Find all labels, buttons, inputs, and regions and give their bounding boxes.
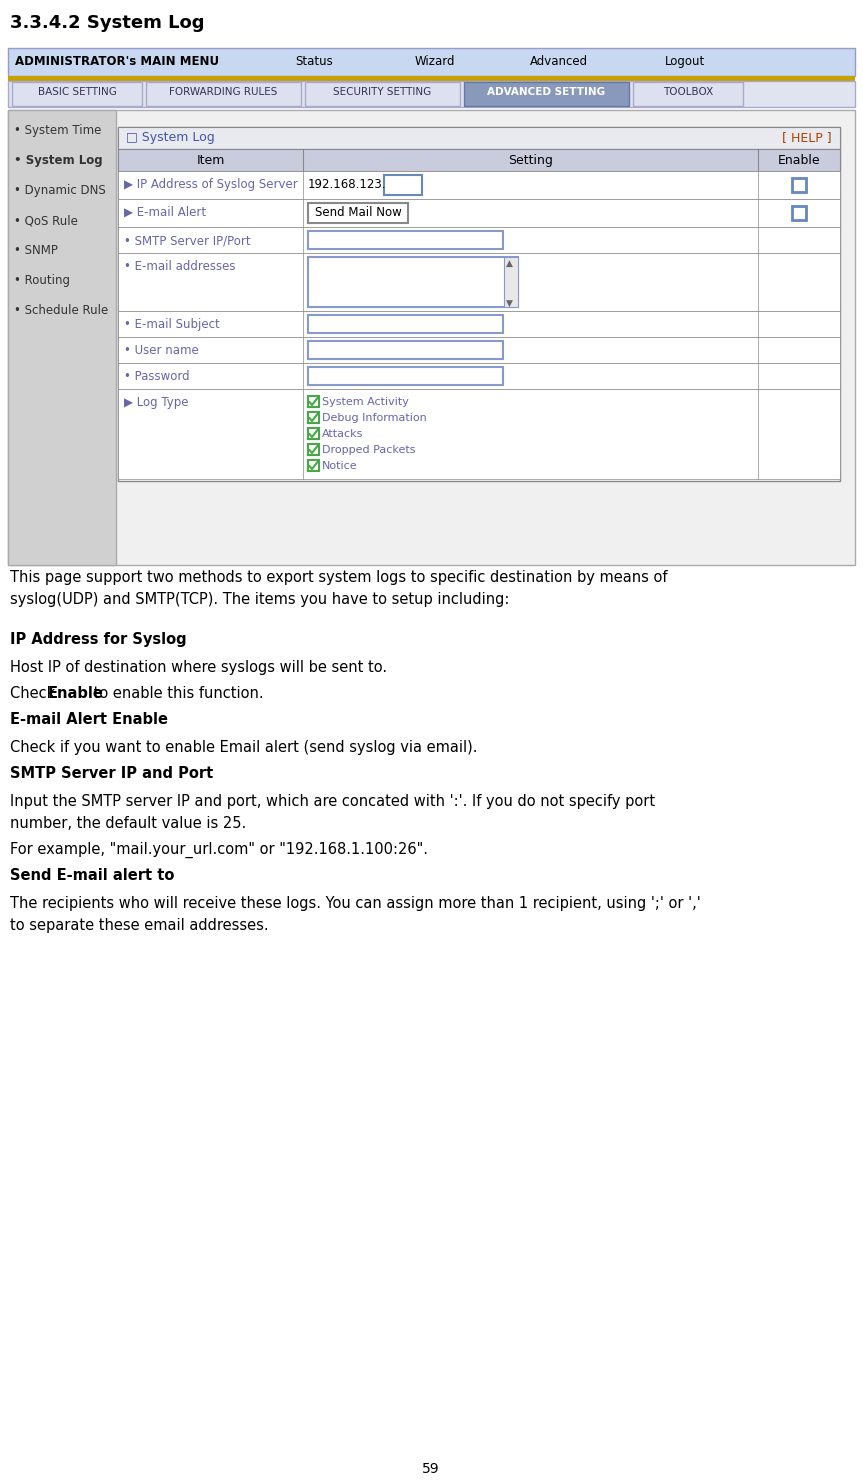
Bar (308, 427, 319, 439)
Text: IP Address for Syslog: IP Address for Syslog (10, 632, 186, 647)
Text: Send E-mail alert to: Send E-mail alert to (10, 868, 174, 883)
Text: Check: Check (10, 686, 60, 700)
Bar (308, 203, 408, 223)
Text: Input the SMTP server IP and port, which are concated with ':'. If you do not sp: Input the SMTP server IP and port, which… (10, 794, 655, 809)
Text: • System Log: • System Log (14, 154, 103, 168)
Text: • Schedule Rule: • Schedule Rule (14, 304, 108, 318)
Bar (118, 337, 840, 364)
Text: • Dynamic DNS: • Dynamic DNS (14, 184, 106, 197)
Text: Setting: Setting (508, 154, 553, 168)
Text: ▼: ▼ (506, 298, 513, 309)
Bar (633, 82, 743, 105)
Bar (118, 128, 840, 148)
Bar (308, 232, 503, 249)
Bar (118, 364, 840, 389)
Bar (305, 82, 460, 105)
Text: Enable: Enable (47, 686, 104, 700)
Bar (308, 460, 319, 470)
Text: Advanced: Advanced (530, 55, 588, 68)
Bar (308, 341, 503, 359)
Bar (12, 82, 142, 105)
Text: 192.168.123.: 192.168.123. (308, 178, 387, 191)
Text: Check if you want to enable Email alert (send syslog via email).: Check if you want to enable Email alert … (10, 741, 477, 755)
Text: BASIC SETTING: BASIC SETTING (38, 88, 117, 96)
Bar (308, 396, 319, 407)
Bar (308, 315, 503, 332)
Bar (384, 175, 422, 194)
Bar (8, 47, 855, 76)
Bar (8, 110, 116, 565)
Text: FORWARDING RULES: FORWARDING RULES (169, 88, 278, 96)
Text: • User name: • User name (124, 344, 198, 358)
Text: 59: 59 (422, 1462, 440, 1477)
Bar (464, 82, 629, 105)
Bar (792, 206, 806, 220)
Bar (308, 413, 319, 423)
Text: SECURITY SETTING: SECURITY SETTING (333, 88, 432, 96)
Bar (118, 148, 840, 171)
Bar (8, 82, 855, 107)
Text: to separate these email addresses.: to separate these email addresses. (10, 919, 268, 933)
Text: ▲: ▲ (506, 260, 513, 269)
Bar (118, 171, 840, 199)
Text: For example, "mail.your_url.com" or "192.168.1.100:26".: For example, "mail.your_url.com" or "192… (10, 841, 428, 858)
Text: [ HELP ]: [ HELP ] (783, 131, 832, 144)
Text: □ System Log: □ System Log (126, 131, 215, 144)
Text: Send Mail Now: Send Mail Now (315, 206, 401, 220)
Text: • Routing: • Routing (14, 275, 70, 286)
Text: number, the default value is 25.: number, the default value is 25. (10, 816, 246, 831)
Text: ▶ Log Type: ▶ Log Type (124, 396, 188, 410)
Text: Debug Information: Debug Information (322, 413, 426, 423)
Bar (118, 227, 840, 252)
Text: Logout: Logout (665, 55, 705, 68)
Bar (118, 252, 840, 312)
Bar (792, 178, 806, 191)
Bar (308, 257, 518, 307)
Text: to enable this function.: to enable this function. (89, 686, 263, 700)
Bar (504, 257, 518, 307)
Text: This page support two methods to export system logs to specific destination by m: This page support two methods to export … (10, 570, 667, 585)
Text: Notice: Notice (322, 462, 357, 470)
Bar (118, 199, 840, 227)
Bar (308, 444, 319, 456)
Text: • E-mail Subject: • E-mail Subject (124, 318, 220, 331)
Text: ADMINISTRATOR's MAIN MENU: ADMINISTRATOR's MAIN MENU (15, 55, 219, 68)
Bar (8, 110, 855, 565)
Bar (146, 82, 301, 105)
Text: • E-mail addresses: • E-mail addresses (124, 260, 236, 273)
Text: Host IP of destination where syslogs will be sent to.: Host IP of destination where syslogs wil… (10, 660, 387, 675)
Text: SMTP Server IP and Port: SMTP Server IP and Port (10, 766, 213, 781)
Text: • SNMP: • SNMP (14, 243, 58, 257)
Bar (308, 367, 503, 384)
Text: Wizard: Wizard (415, 55, 456, 68)
Text: ▶ IP Address of Syslog Server: ▶ IP Address of Syslog Server (124, 178, 298, 191)
Text: Attacks: Attacks (322, 429, 363, 439)
Text: • QoS Rule: • QoS Rule (14, 214, 78, 227)
Text: Item: Item (196, 154, 224, 168)
Text: The recipients who will receive these logs. You can assign more than 1 recipient: The recipients who will receive these lo… (10, 896, 701, 911)
Bar (118, 312, 840, 337)
Text: TOOLBOX: TOOLBOX (663, 88, 713, 96)
Text: • SMTP Server IP/Port: • SMTP Server IP/Port (124, 234, 250, 246)
Text: Dropped Packets: Dropped Packets (322, 445, 415, 456)
Text: • System Time: • System Time (14, 125, 101, 137)
Text: syslog(UDP) and SMTP(TCP). The items you have to setup including:: syslog(UDP) and SMTP(TCP). The items you… (10, 592, 509, 607)
Bar (8, 76, 855, 82)
Text: • Password: • Password (124, 370, 190, 383)
Text: System Activity: System Activity (322, 398, 409, 407)
Text: E-mail Alert Enable: E-mail Alert Enable (10, 712, 168, 727)
Text: ADVANCED SETTING: ADVANCED SETTING (488, 88, 606, 96)
Bar (118, 389, 840, 479)
Text: ▶ E-mail Alert: ▶ E-mail Alert (124, 206, 206, 220)
Text: 3.3.4.2 System Log: 3.3.4.2 System Log (10, 13, 205, 33)
Bar (118, 128, 840, 481)
Text: Status: Status (295, 55, 333, 68)
Text: Enable: Enable (778, 154, 821, 168)
